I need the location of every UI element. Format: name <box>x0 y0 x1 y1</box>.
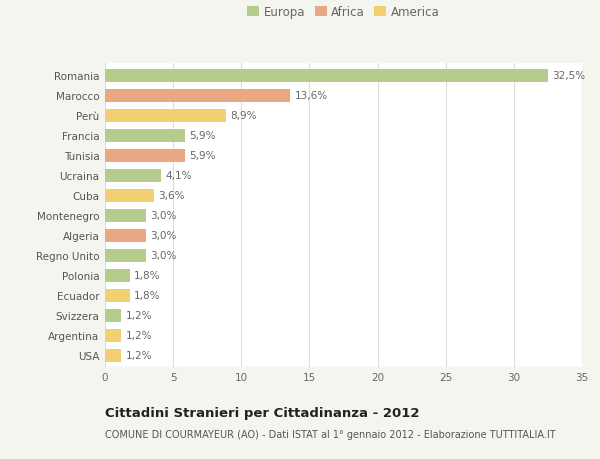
Bar <box>105 129 185 142</box>
Bar <box>105 309 121 322</box>
Bar <box>105 189 154 202</box>
Text: 3,0%: 3,0% <box>150 251 176 261</box>
Text: Cittadini Stranieri per Cittadinanza - 2012: Cittadini Stranieri per Cittadinanza - 2… <box>105 406 419 419</box>
Bar <box>105 209 146 222</box>
Bar <box>105 110 226 123</box>
Text: COMUNE DI COURMAYEUR (AO) - Dati ISTAT al 1° gennaio 2012 - Elaborazione TUTTITA: COMUNE DI COURMAYEUR (AO) - Dati ISTAT a… <box>105 429 556 439</box>
Text: 5,9%: 5,9% <box>190 151 216 161</box>
Text: 1,8%: 1,8% <box>134 270 160 280</box>
Bar <box>105 70 548 83</box>
Bar <box>105 329 121 342</box>
Bar <box>105 229 146 242</box>
Text: 3,0%: 3,0% <box>150 211 176 221</box>
Bar <box>105 249 146 262</box>
Bar <box>105 90 290 103</box>
Bar <box>105 349 121 362</box>
Bar <box>105 169 161 182</box>
Text: 3,6%: 3,6% <box>158 191 185 201</box>
Text: 13,6%: 13,6% <box>295 91 328 101</box>
Text: 1,2%: 1,2% <box>125 330 152 340</box>
Text: 1,2%: 1,2% <box>125 310 152 320</box>
Text: 5,9%: 5,9% <box>190 131 216 141</box>
Bar <box>105 289 130 302</box>
Text: 8,9%: 8,9% <box>230 111 257 121</box>
Text: 3,0%: 3,0% <box>150 231 176 241</box>
Text: 32,5%: 32,5% <box>552 71 585 81</box>
Legend: Europa, Africa, America: Europa, Africa, America <box>247 6 440 19</box>
Text: 4,1%: 4,1% <box>165 171 191 181</box>
Text: 1,8%: 1,8% <box>134 291 160 301</box>
Bar <box>105 269 130 282</box>
Text: 1,2%: 1,2% <box>125 350 152 360</box>
Bar <box>105 150 185 162</box>
